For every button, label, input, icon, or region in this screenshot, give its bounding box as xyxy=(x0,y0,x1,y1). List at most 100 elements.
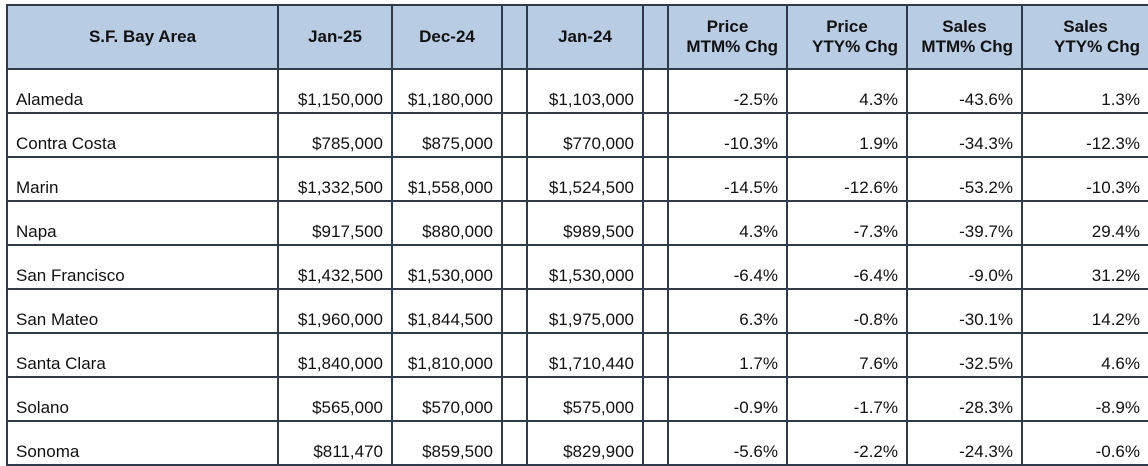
header-dec24: Dec-24 xyxy=(391,4,503,70)
cell-price-yty-chg: -0.8% xyxy=(786,288,908,334)
cell-price-mtm-chg: -2.5% xyxy=(667,68,788,114)
cell-jan24-price: $770,000 xyxy=(526,112,644,158)
cell-price-yty-chg: 4.3% xyxy=(786,68,908,114)
cell-price-mtm-chg: 1.7% xyxy=(667,332,788,378)
cell-sales-mtm-chg: -32.5% xyxy=(906,332,1023,378)
table-body: Alameda $1,150,000 $1,180,000 $1,103,000 -2.… xyxy=(6,68,1148,466)
table-row: San Francisco $1,432,500 $1,530,000 $1,530,… xyxy=(6,244,1148,290)
cell-sales-yty-chg: -10.3% xyxy=(1021,156,1148,202)
cell-dec24-price: $859,500 xyxy=(391,420,503,466)
cell-area: Sonoma xyxy=(6,420,279,466)
cell-jan25-price: $1,840,000 xyxy=(277,332,393,378)
header-spacer xyxy=(642,4,669,70)
cell-dec24-price: $1,558,000 xyxy=(391,156,503,202)
header-price-ytd-line1: Price xyxy=(826,17,868,36)
cell-sales-mtm-chg: -28.3% xyxy=(906,376,1023,422)
cell-area: Napa xyxy=(6,200,279,246)
bay-area-sales-table: S.F. Bay Area Jan-25 Dec-24 Jan-24 Price… xyxy=(6,4,1148,466)
cell-jan24-price: $829,900 xyxy=(526,420,644,466)
cell-sales-yty-chg: 14.2% xyxy=(1021,288,1148,334)
header-price-mtm-line1: Price xyxy=(706,17,749,36)
cell-price-yty-chg: -6.4% xyxy=(786,244,908,290)
cell-area: San Mateo xyxy=(6,288,279,334)
cell-jan25-price: $1,432,500 xyxy=(277,244,393,290)
cell-spacer xyxy=(642,376,669,422)
cell-sales-yty-chg: -8.9% xyxy=(1021,376,1148,422)
cell-sales-mtm-chg: -9.0% xyxy=(906,244,1023,290)
cell-dec24-price: $570,000 xyxy=(391,376,503,422)
cell-sales-mtm-chg: -53.2% xyxy=(906,156,1023,202)
header-jan25: Jan-25 xyxy=(277,4,393,70)
header-price-mtm: Price MTM% Chg xyxy=(667,4,788,70)
cell-price-yty-chg: 1.9% xyxy=(786,112,908,158)
header-price-mtm-line2: MTM% Chg xyxy=(686,37,778,56)
cell-area: San Francisco xyxy=(6,244,279,290)
cell-price-yty-chg: -7.3% xyxy=(786,200,908,246)
cell-price-yty-chg: -1.7% xyxy=(786,376,908,422)
cell-sales-yty-chg: -0.6% xyxy=(1021,420,1148,466)
table-row: Marin $1,332,500 $1,558,000 $1,524,500 -14.5… xyxy=(6,156,1148,202)
cell-price-mtm-chg: -10.3% xyxy=(667,112,788,158)
cell-spacer xyxy=(501,68,528,114)
cell-spacer xyxy=(642,288,669,334)
cell-price-mtm-chg: -5.6% xyxy=(667,420,788,466)
cell-sales-mtm-chg: -34.3% xyxy=(906,112,1023,158)
header-sales-ytd-line2: YTY% Chg xyxy=(1054,37,1140,56)
cell-dec24-price: $1,810,000 xyxy=(391,332,503,378)
cell-spacer xyxy=(642,332,669,378)
cell-spacer xyxy=(642,244,669,290)
cell-price-mtm-chg: 4.3% xyxy=(667,200,788,246)
cell-jan25-price: $1,150,000 xyxy=(277,68,393,114)
cell-sales-mtm-chg: -30.1% xyxy=(906,288,1023,334)
cell-spacer xyxy=(501,156,528,202)
cell-spacer xyxy=(501,288,528,334)
cell-sales-mtm-chg: -43.6% xyxy=(906,68,1023,114)
table-row: Contra Costa $785,000 $875,000 $770,000 -10.… xyxy=(6,112,1148,158)
table-row: Sonoma $811,470 $859,500 $829,900 -5.6% -2.2%… xyxy=(6,420,1148,466)
cell-price-yty-chg: 7.6% xyxy=(786,332,908,378)
cell-area: Contra Costa xyxy=(6,112,279,158)
cell-jan25-price: $785,000 xyxy=(277,112,393,158)
header-jan24: Jan-24 xyxy=(526,4,644,70)
cell-sales-yty-chg: 1.3% xyxy=(1021,68,1148,114)
cell-dec24-price: $1,180,000 xyxy=(391,68,503,114)
header-sales-ytd: Sales YTY% Chg xyxy=(1021,4,1148,70)
header-sales-mtm-line2: MTM% Chg xyxy=(921,37,1013,56)
cell-spacer xyxy=(501,112,528,158)
table-row: Napa $917,500 $880,000 $989,500 4.3% -7.3% -39… xyxy=(6,200,1148,246)
cell-area: Santa Clara xyxy=(6,332,279,378)
cell-price-mtm-chg: -0.9% xyxy=(667,376,788,422)
header-sales-mtm-line1: Sales xyxy=(942,17,987,36)
cell-sales-yty-chg: -12.3% xyxy=(1021,112,1148,158)
cell-spacer xyxy=(642,420,669,466)
header-area: S.F. Bay Area xyxy=(6,4,279,70)
header-spacer xyxy=(501,4,528,70)
cell-jan24-price: $989,500 xyxy=(526,200,644,246)
cell-spacer xyxy=(501,244,528,290)
table-row: Santa Clara $1,840,000 $1,810,000 $1,710,44… xyxy=(6,332,1148,378)
cell-spacer xyxy=(642,68,669,114)
cell-spacer xyxy=(642,200,669,246)
cell-dec24-price: $880,000 xyxy=(391,200,503,246)
cell-jan25-price: $1,960,000 xyxy=(277,288,393,334)
cell-spacer xyxy=(501,200,528,246)
header-row: S.F. Bay Area Jan-25 Dec-24 Jan-24 Price… xyxy=(6,4,1148,70)
cell-jan25-price: $1,332,500 xyxy=(277,156,393,202)
cell-sales-yty-chg: 31.2% xyxy=(1021,244,1148,290)
cell-sales-yty-chg: 29.4% xyxy=(1021,200,1148,246)
cell-sales-yty-chg: 4.6% xyxy=(1021,332,1148,378)
cell-jan25-price: $565,000 xyxy=(277,376,393,422)
cell-dec24-price: $1,530,000 xyxy=(391,244,503,290)
header-sales-mtm: Sales MTM% Chg xyxy=(906,4,1023,70)
table-row: San Mateo $1,960,000 $1,844,500 $1,975,000 6… xyxy=(6,288,1148,334)
cell-sales-mtm-chg: -39.7% xyxy=(906,200,1023,246)
cell-spacer xyxy=(642,112,669,158)
cell-price-mtm-chg: -6.4% xyxy=(667,244,788,290)
cell-dec24-price: $1,844,500 xyxy=(391,288,503,334)
cell-price-yty-chg: -2.2% xyxy=(786,420,908,466)
cell-spacer xyxy=(501,376,528,422)
cell-spacer xyxy=(501,420,528,466)
table-row: Alameda $1,150,000 $1,180,000 $1,103,000 -2.… xyxy=(6,68,1148,114)
cell-jan24-price: $1,710,440 xyxy=(526,332,644,378)
cell-jan25-price: $917,500 xyxy=(277,200,393,246)
